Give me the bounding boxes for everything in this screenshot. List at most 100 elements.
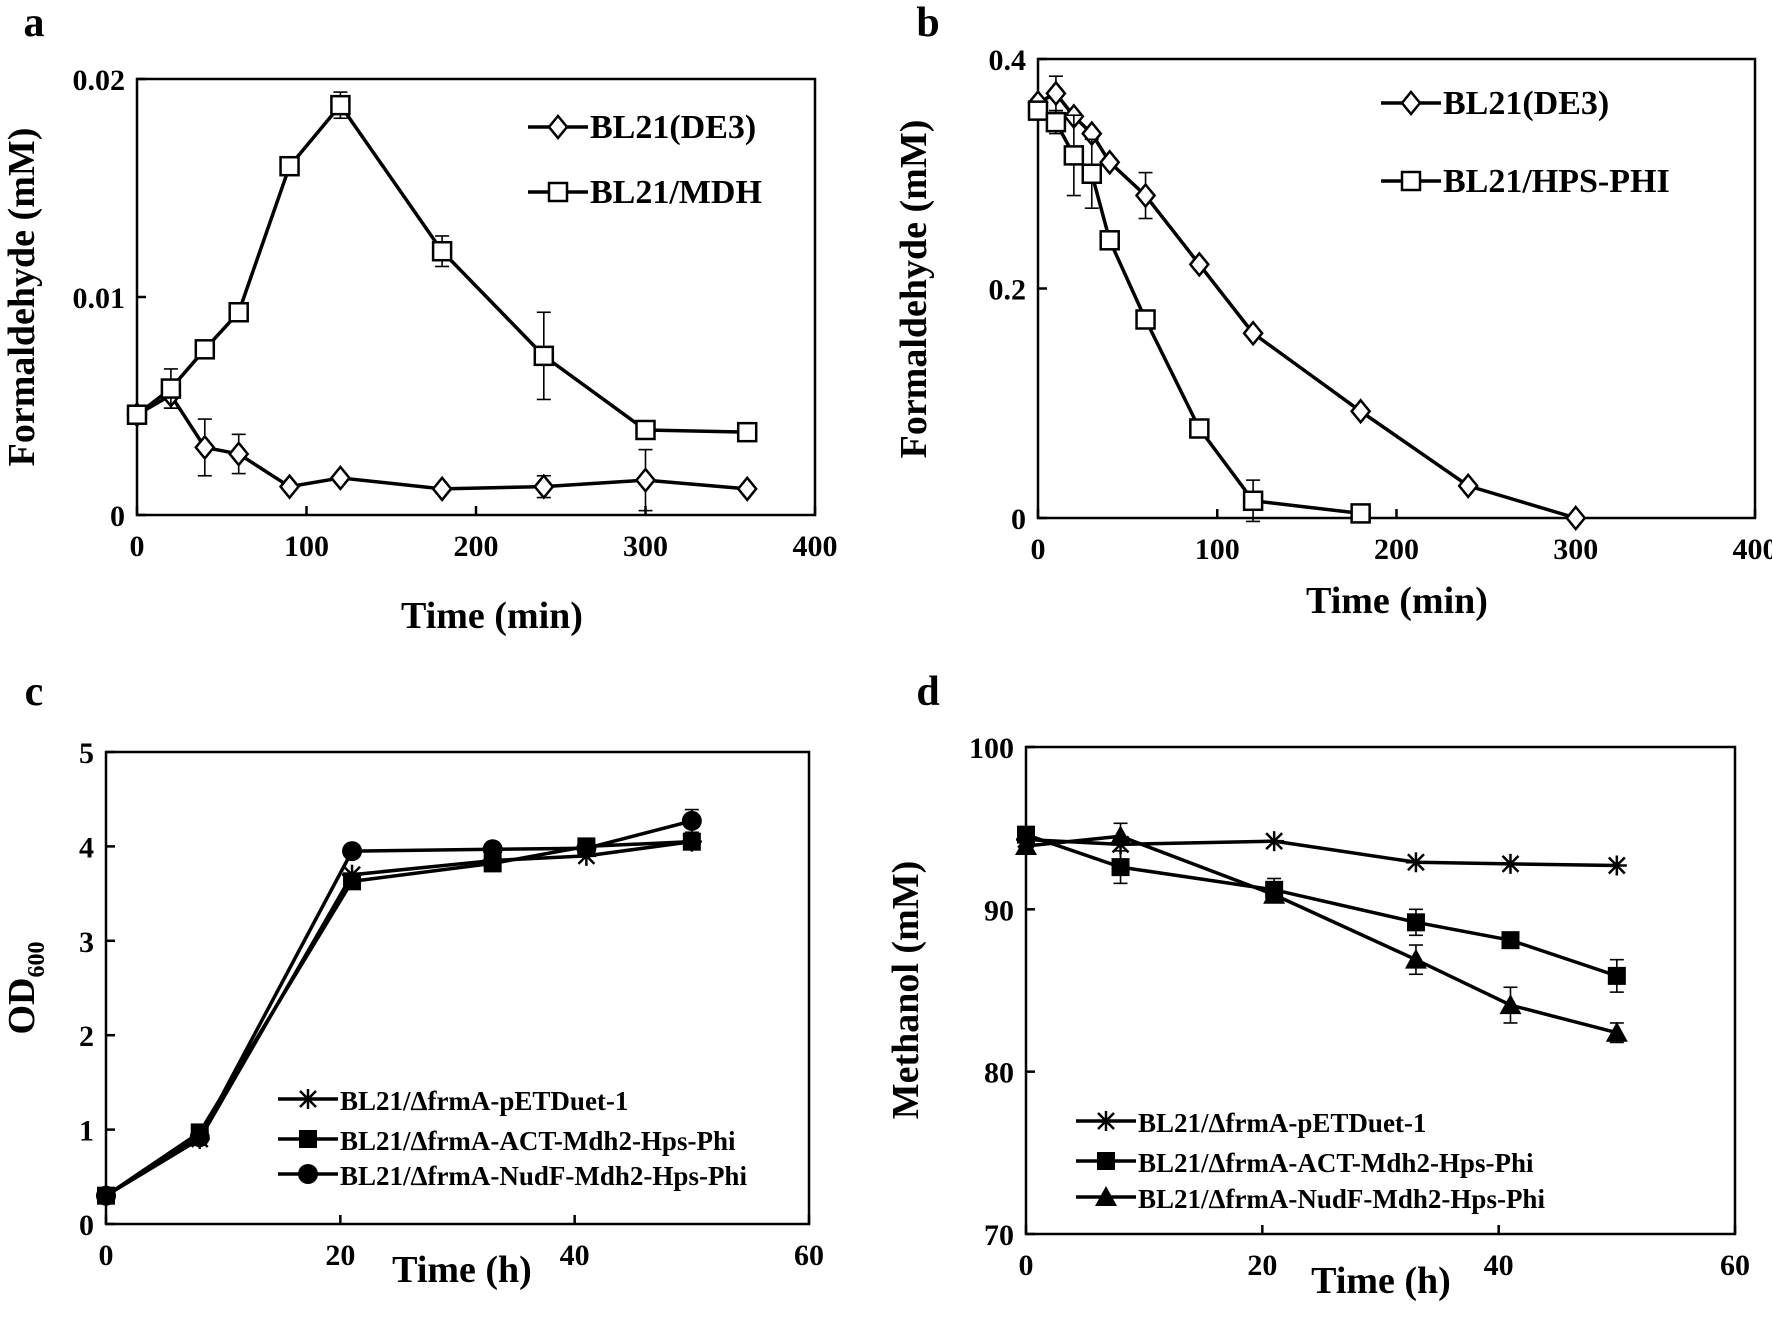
legend-label: BL21(DE3): [1443, 85, 1609, 122]
panel-d: d 0 20 40 60 70 80 90 100 Time (h) Methanol (mM) BL…: [885, 669, 1750, 1302]
series-0: [126, 381, 758, 512]
y-tick-label: 0.4: [989, 44, 1027, 77]
data-point: [1188, 251, 1210, 278]
legend-label: BL21/MDH: [590, 174, 762, 211]
series-0: [1027, 75, 1587, 531]
series-line: [1037, 91, 1577, 520]
y-axis-title-main: Formaldehyde (mM): [1, 128, 43, 467]
data-point: [1405, 852, 1426, 873]
x-tick-label: 0: [99, 1239, 114, 1272]
data-point: [634, 467, 657, 494]
y-axis-title-main: OD: [1, 978, 43, 1035]
data-point: [330, 94, 351, 116]
x-tick-label: 100: [284, 530, 329, 563]
panel-label: a: [24, 0, 45, 46]
y-tick-label: 0: [1011, 503, 1026, 536]
data-point: [228, 302, 249, 323]
y-axis-title-main: Formaldehyde (mM): [893, 120, 935, 459]
data-point: [96, 1185, 116, 1206]
panel-label: b: [916, 0, 939, 46]
data-point: [1350, 398, 1372, 425]
x-tick-label: 40: [560, 1239, 590, 1272]
series-line: [1025, 833, 1618, 978]
y-tick-label: 0.01: [73, 282, 126, 315]
y-tick-label: 3: [79, 926, 94, 959]
x-tick-label: 200: [1374, 533, 1419, 566]
data-point: [1063, 145, 1085, 166]
y-axis-title: Formaldehyde (mM): [1, 128, 43, 467]
data-point: [1501, 931, 1520, 950]
data-point: [194, 434, 216, 461]
data-point: [1264, 831, 1285, 852]
data-point: [1045, 111, 1067, 133]
series-1: [1027, 100, 1371, 524]
data-point: [343, 872, 362, 891]
data-point: [431, 240, 453, 262]
y-tick-label: 0: [110, 500, 125, 533]
data-point: [736, 475, 758, 502]
legend-label: BL21/ΔfrmA-NudF-Mdh2-Hps-Phi: [1138, 1184, 1545, 1214]
x-axis-title: Time (min): [1306, 580, 1488, 622]
legend-marker: [1097, 1152, 1115, 1170]
legend-marker: [547, 114, 569, 140]
legend: BL21(DE3) BL21/HPS-PHI: [1381, 85, 1670, 200]
y-axis-title-subscript: 600: [24, 942, 50, 978]
panel-label: c: [25, 669, 44, 715]
series-2: [96, 808, 702, 1206]
legend-marker: [1095, 1186, 1117, 1206]
legend-entry: BL21/ΔfrmA-NudF-Mdh2-Hps-Phi: [1076, 1184, 1545, 1214]
x-tick-label: 200: [454, 530, 499, 563]
series-2: [1015, 825, 1628, 1044]
data-point: [482, 839, 503, 860]
data-point: [1404, 948, 1427, 969]
x-tick-label: 0: [1031, 533, 1046, 566]
series-line: [136, 393, 748, 491]
legend: BL21(DE3) BL21/MDH: [528, 109, 762, 211]
data-point: [1406, 913, 1425, 932]
y-axis-title-main: Methanol (mM): [885, 861, 927, 1120]
legend-marker: [298, 1089, 318, 1109]
x-tick-label: 0: [1019, 1249, 1034, 1282]
data-point: [189, 1127, 210, 1148]
data-point: [1135, 309, 1156, 330]
data-point: [1606, 855, 1627, 876]
legend-entry: BL21/ΔfrmA-ACT-Mdh2-Hps-Phi: [278, 1126, 736, 1156]
legend: BL21/ΔfrmA-pETDuet-1 BL21/ΔfrmA-ACT-Mdh2-…: [278, 1086, 747, 1191]
data-point: [1605, 1021, 1628, 1042]
legend-label: BL21/ΔfrmA-ACT-Mdh2-Hps-Phi: [1138, 1148, 1534, 1178]
data-point: [1350, 503, 1371, 524]
data-point: [278, 473, 301, 500]
y-tick-label: 0: [79, 1209, 94, 1242]
series-line: [105, 819, 693, 1198]
x-axis-title: Time (h): [392, 1249, 532, 1291]
y-tick-label: 0.2: [989, 274, 1027, 307]
data-point: [228, 440, 250, 467]
y-axis-title: Methanol (mM): [885, 861, 927, 1120]
y-axis-title: Formaldehyde (mM): [893, 120, 935, 459]
legend-marker: [298, 1164, 318, 1184]
data-point: [431, 475, 453, 502]
data-point: [329, 464, 352, 491]
legend-label: BL21/ΔfrmA-pETDuet-1: [340, 1086, 628, 1116]
x-tick-label: 300: [1553, 533, 1598, 566]
x-tick-label: 0: [130, 530, 145, 563]
x-axis-title: Time (min): [401, 595, 583, 637]
series-1: [126, 91, 758, 443]
x-tick-label: 300: [623, 530, 668, 563]
y-tick-label: 100: [969, 732, 1014, 765]
series-line: [135, 103, 748, 434]
data-point: [1242, 320, 1264, 347]
data-point: [1134, 182, 1157, 209]
data-point: [736, 421, 758, 443]
series-line: [105, 839, 692, 1198]
data-point: [1242, 490, 1264, 512]
data-point: [1045, 80, 1067, 107]
plot-frame: [1024, 745, 1737, 1236]
y-tick-label: 4: [79, 831, 94, 864]
data-point: [1499, 994, 1522, 1015]
data-point: [682, 832, 701, 851]
x-tick-label: 100: [1195, 533, 1240, 566]
y-tick-label: 5: [79, 737, 94, 770]
plot-frame: [1036, 57, 1757, 520]
